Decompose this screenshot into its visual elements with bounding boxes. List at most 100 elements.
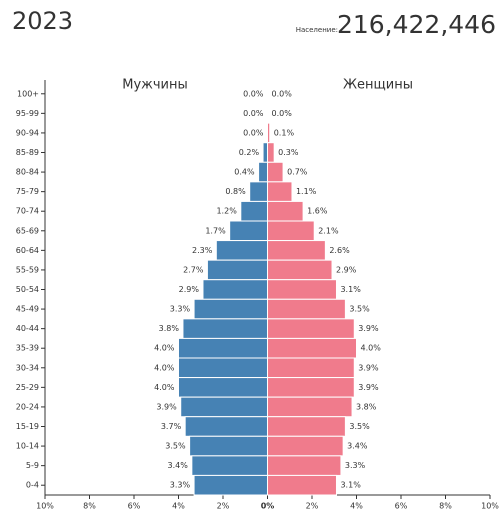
y-tick-label: 85-89 (16, 148, 39, 157)
x-tick-label: 10% (36, 502, 54, 511)
y-tick-label: 5-9 (26, 461, 39, 470)
value-label: 3.9% (358, 363, 379, 372)
male-bar (178, 377, 268, 398)
female-bar (267, 435, 344, 457)
x-tick-label: 8% (439, 502, 452, 511)
male-bar (215, 240, 268, 261)
y-tick-label: 75-79 (16, 187, 39, 196)
y-tick-label: 10-14 (16, 442, 39, 451)
y-tick-label: 40-44 (16, 324, 39, 333)
value-label: 1.2% (216, 207, 237, 216)
value-label: 3.3% (345, 461, 366, 470)
y-tick-label: 45-49 (16, 305, 39, 314)
legend-female: Женщины (343, 78, 413, 93)
value-label: 3.4% (347, 442, 368, 451)
female-bar (267, 298, 346, 320)
population: 216,422,446 (337, 10, 496, 39)
male-bar (184, 416, 268, 437)
male-bar (206, 259, 269, 281)
y-tick-label: 55-59 (16, 265, 39, 274)
y-tick-label: 0-4 (26, 481, 39, 490)
value-label: 2.6% (329, 246, 350, 255)
male-bar (193, 474, 268, 496)
value-label: 3.8% (356, 402, 377, 411)
value-label: 3.3% (170, 481, 191, 490)
female-bar (267, 220, 315, 242)
x-tick-label: 4% (172, 502, 185, 511)
male-bar (191, 455, 269, 476)
female-bar (267, 474, 337, 496)
male-bar (258, 161, 269, 183)
female-bar (267, 259, 333, 281)
y-tick-label: 100+ (17, 89, 39, 98)
value-label: 3.9% (358, 324, 379, 333)
x-tick-label: 4% (350, 502, 363, 511)
male-bar (202, 279, 269, 300)
value-label: 4.0% (154, 363, 175, 372)
value-label: 4.0% (154, 344, 175, 353)
female-bar (267, 357, 355, 379)
female-bar (267, 142, 275, 163)
year: 2023 (12, 7, 73, 35)
x-tick-label: 0% (261, 502, 275, 511)
value-label: 2.1% (318, 226, 339, 235)
value-label: 2.3% (192, 246, 213, 255)
female-bar (267, 337, 357, 359)
female-bar (267, 377, 355, 398)
female-bar (267, 416, 346, 437)
male-bar (193, 298, 268, 320)
male-bar (249, 181, 268, 202)
value-label: 3.9% (156, 402, 177, 411)
y-tick-label: 65-69 (16, 226, 39, 235)
value-label: 0.4% (234, 168, 255, 177)
value-label: 0.0% (243, 109, 264, 118)
value-label: 0.1% (274, 128, 295, 137)
value-label: 3.5% (165, 442, 186, 451)
y-tick-label: 25-29 (16, 383, 39, 392)
value-label: 0.0% (243, 128, 264, 137)
value-label: 1.7% (205, 226, 226, 235)
value-label: 2.9% (336, 265, 357, 274)
x-tick-label: 2% (217, 502, 230, 511)
value-label: 3.5% (349, 305, 370, 314)
x-tick-label: 10% (481, 502, 499, 511)
value-label: 3.3% (170, 305, 191, 314)
male-bar (178, 337, 268, 359)
female-bar (267, 200, 304, 222)
y-tick-label: 50-54 (16, 285, 39, 294)
y-tick-label: 80-84 (16, 168, 39, 177)
value-label: 0.3% (278, 148, 299, 157)
male-bar (182, 318, 268, 339)
male-bar (180, 396, 269, 418)
female-bar (267, 122, 271, 144)
male-bar (189, 435, 268, 457)
legend-male: Мужчины (122, 78, 188, 93)
value-label: 1.1% (296, 187, 317, 196)
value-label: 3.7% (161, 422, 182, 431)
value-label: 0.0% (272, 89, 293, 98)
value-label: 3.5% (349, 422, 370, 431)
value-label: 0.0% (243, 89, 264, 98)
female-bar (267, 279, 337, 300)
female-bar (267, 396, 353, 418)
value-label: 3.9% (358, 383, 379, 392)
male-bar (240, 200, 269, 222)
y-tick-label: 35-39 (16, 344, 39, 353)
x-tick-label: 2% (306, 502, 319, 511)
value-label: 3.1% (340, 481, 361, 490)
female-bar (267, 240, 326, 261)
value-label: 2.7% (183, 265, 204, 274)
value-label: 3.8% (159, 324, 180, 333)
population-label: Население: (296, 26, 338, 34)
value-label: 0.8% (225, 187, 246, 196)
value-label: 0.0% (272, 109, 293, 118)
female-bar (267, 181, 293, 202)
male-bar (262, 142, 268, 163)
y-tick-label: 70-74 (16, 207, 39, 216)
value-label: 4.0% (154, 383, 175, 392)
y-tick-label: 60-64 (16, 246, 39, 255)
male-bar (229, 220, 269, 242)
female-bar (267, 161, 284, 183)
x-tick-label: 8% (83, 502, 96, 511)
